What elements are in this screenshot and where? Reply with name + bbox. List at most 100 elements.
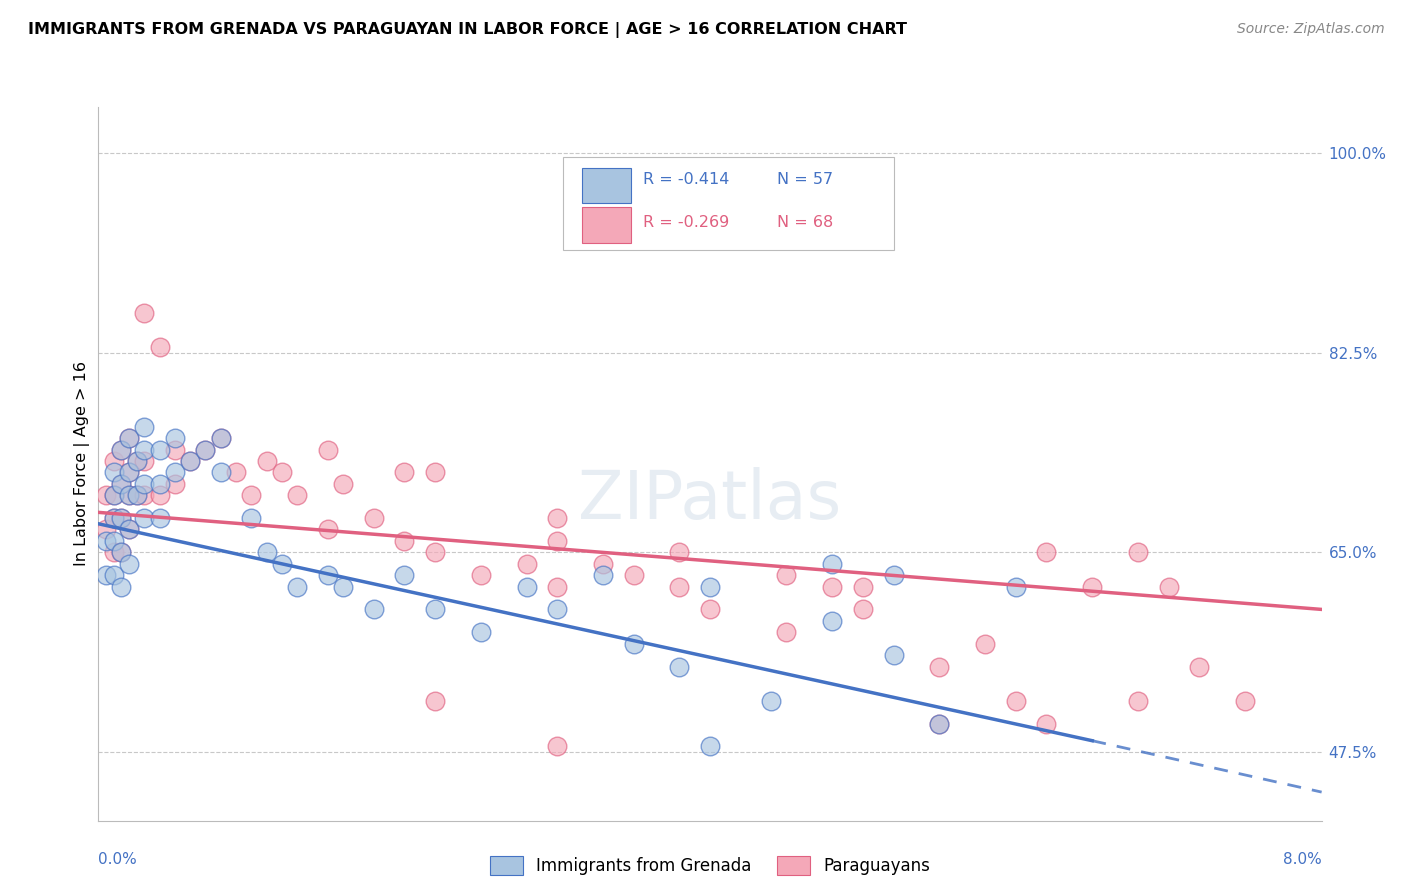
Point: [149, 511, 172, 525]
Point: [1128, 545, 1150, 559]
Point: [270, 557, 294, 571]
Text: R = -0.414: R = -0.414: [643, 172, 730, 187]
Point: [470, 568, 492, 582]
Point: [149, 476, 172, 491]
Point: [149, 340, 172, 354]
Point: [134, 419, 156, 434]
Point: [332, 476, 354, 491]
FancyBboxPatch shape: [582, 207, 630, 243]
Point: [285, 580, 308, 594]
Point: [699, 602, 721, 616]
Point: [392, 466, 416, 480]
Text: 0.0%: 0.0%: [98, 852, 138, 867]
Point: [118, 466, 141, 480]
Text: N = 57: N = 57: [778, 172, 834, 187]
Point: [125, 488, 148, 502]
Point: [332, 580, 354, 594]
Point: [1081, 580, 1104, 594]
Text: Source: ZipAtlas.com: Source: ZipAtlas.com: [1237, 22, 1385, 37]
Point: [363, 602, 385, 616]
Point: [94, 533, 117, 548]
Point: [103, 466, 125, 480]
Point: [134, 454, 156, 468]
Point: [316, 442, 339, 457]
Point: [821, 557, 844, 571]
Point: [110, 511, 132, 525]
Point: [1004, 694, 1026, 708]
Point: [103, 454, 125, 468]
Point: [470, 625, 492, 640]
Point: [94, 488, 117, 502]
Point: [256, 545, 278, 559]
Point: [209, 466, 232, 480]
Point: [110, 511, 132, 525]
Point: [546, 511, 568, 525]
Point: [392, 533, 416, 548]
Point: [775, 625, 797, 640]
FancyBboxPatch shape: [582, 168, 630, 203]
Text: ZIPatlas: ZIPatlas: [578, 467, 842, 533]
Point: [125, 488, 148, 502]
Point: [699, 580, 721, 594]
Point: [163, 442, 186, 457]
Point: [285, 488, 308, 502]
Point: [546, 739, 568, 754]
Point: [94, 568, 117, 582]
Point: [668, 659, 690, 673]
Point: [928, 716, 950, 731]
Point: [110, 580, 132, 594]
Point: [821, 614, 844, 628]
Point: [623, 568, 645, 582]
Point: [852, 602, 875, 616]
Point: [516, 580, 538, 594]
Point: [110, 442, 132, 457]
Point: [699, 739, 721, 754]
Point: [759, 694, 782, 708]
Point: [103, 511, 125, 525]
Point: [209, 431, 232, 445]
Point: [118, 431, 141, 445]
Point: [423, 545, 446, 559]
Point: [1157, 580, 1180, 594]
Point: [163, 466, 186, 480]
Point: [103, 488, 125, 502]
Point: [928, 659, 950, 673]
Point: [668, 545, 690, 559]
Point: [110, 545, 132, 559]
Point: [546, 580, 568, 594]
Point: [103, 533, 125, 548]
Point: [194, 442, 217, 457]
Point: [134, 476, 156, 491]
Point: [1035, 830, 1057, 845]
Point: [118, 466, 141, 480]
Point: [194, 442, 217, 457]
Text: IMMIGRANTS FROM GRENADA VS PARAGUAYAN IN LABOR FORCE | AGE > 16 CORRELATION CHAR: IMMIGRANTS FROM GRENADA VS PARAGUAYAN IN…: [28, 22, 907, 38]
Point: [821, 580, 844, 594]
Point: [668, 580, 690, 594]
Point: [516, 557, 538, 571]
Point: [118, 488, 141, 502]
Point: [423, 602, 446, 616]
Point: [110, 476, 132, 491]
Point: [125, 454, 148, 468]
Point: [623, 637, 645, 651]
Point: [423, 694, 446, 708]
Point: [163, 476, 186, 491]
Point: [883, 568, 905, 582]
Point: [110, 442, 132, 457]
Point: [546, 533, 568, 548]
Point: [852, 580, 875, 594]
Point: [1128, 694, 1150, 708]
Point: [118, 557, 141, 571]
Point: [103, 488, 125, 502]
Point: [974, 637, 997, 651]
Point: [118, 431, 141, 445]
Point: [546, 602, 568, 616]
Point: [134, 488, 156, 502]
Point: [240, 511, 263, 525]
Point: [928, 716, 950, 731]
Y-axis label: In Labor Force | Age > 16: In Labor Force | Age > 16: [75, 361, 90, 566]
Point: [1004, 580, 1026, 594]
Point: [592, 568, 614, 582]
Point: [240, 488, 263, 502]
